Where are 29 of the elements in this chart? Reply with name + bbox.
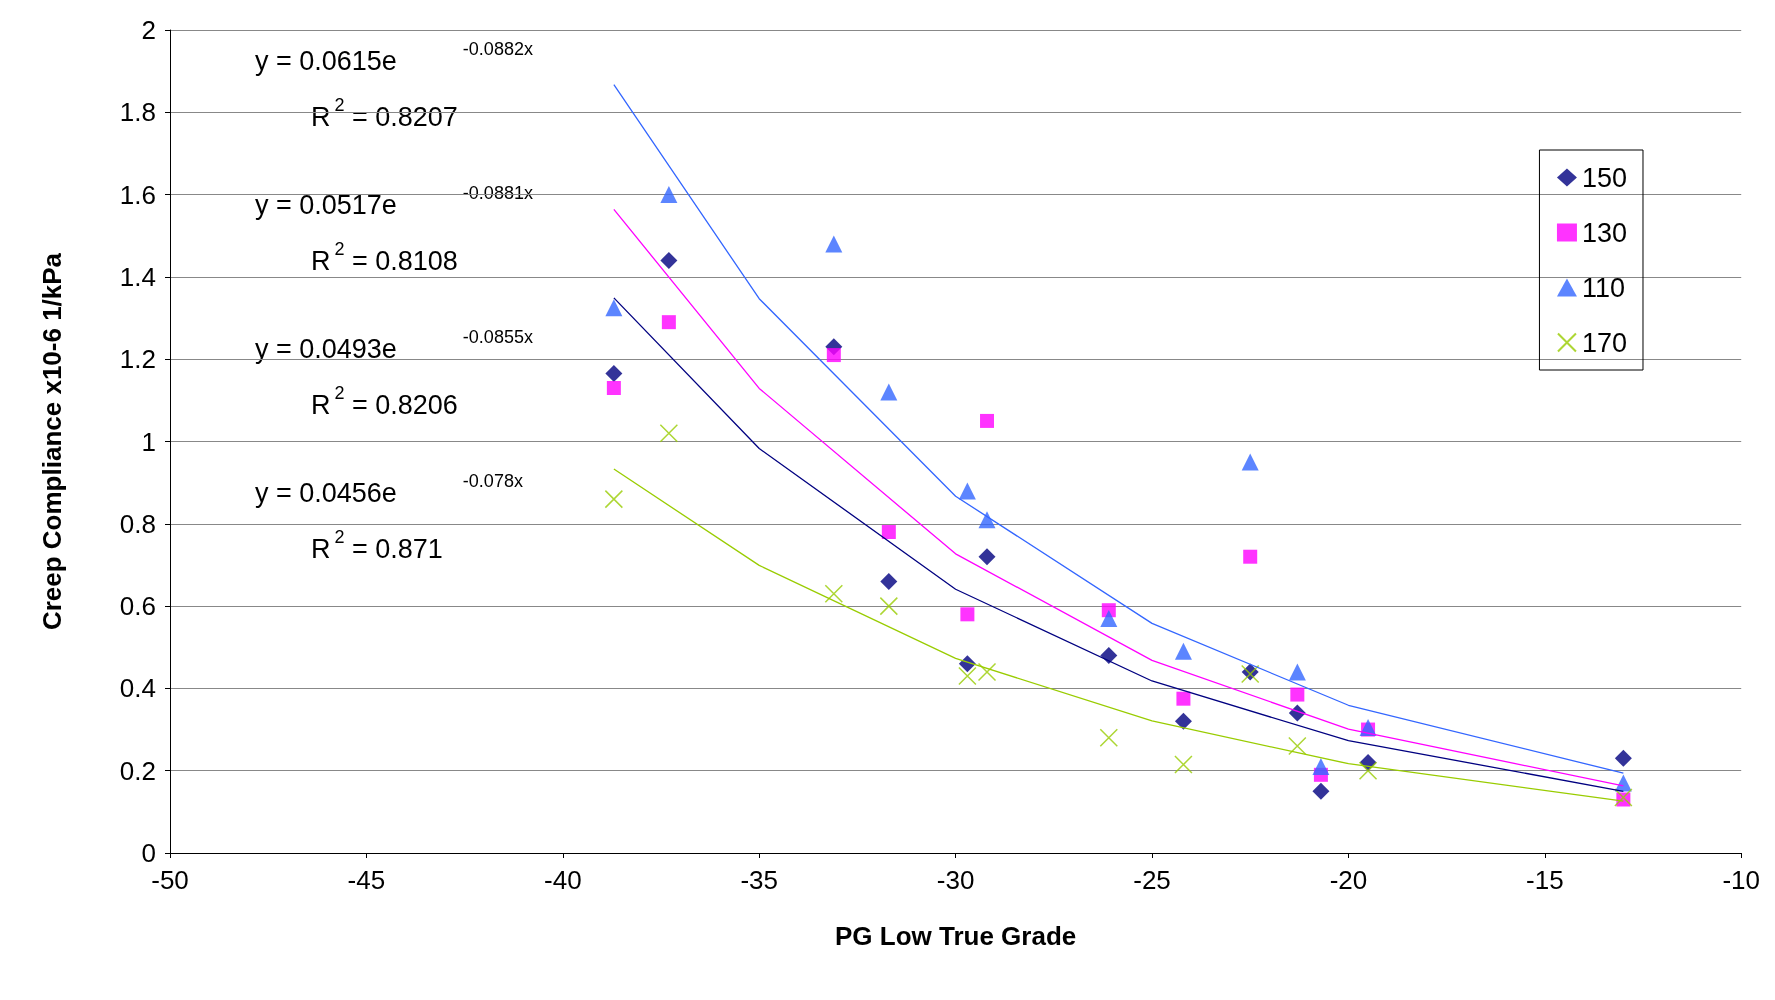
x-tick-label: -25 [1133,865,1171,895]
y-tick-label: 1.4 [119,261,156,292]
x-axis-title: PG Low True Grade [834,921,1077,951]
x-tick-label: -30 [936,865,975,895]
y-tick-label: 1.6 [119,179,156,210]
y-tick-label: 2 [141,15,156,45]
y-tick-label: 0.2 [119,755,156,786]
y-tick-label: 0.6 [119,591,156,622]
y-tick-label: 0.8 [119,508,156,539]
text: y = 0.0615e-0.0882x [255,39,533,76]
y-tick-label: 1 [141,426,156,457]
x-tick-label: -20 [1329,865,1368,895]
legend-label: 110 [1581,272,1625,303]
x-tick-label: -10 [1722,865,1760,895]
x-tick-label: -45 [347,865,386,895]
legend-label: 170 [1581,327,1628,358]
y-tick-label: 1.2 [119,344,156,375]
x-tick-label: -50 [151,865,189,895]
x-tick-label: -40 [544,865,582,895]
y-tick-label: 1.8 [119,97,156,128]
y-axis-title: Creep Compliance x10-6 1/kPa [37,252,67,631]
text: y = 0.0456e-0.078x [255,471,523,508]
y-tick-label: 0 [141,838,156,868]
legend-label: 130 [1581,217,1628,248]
x-tick-label: -35 [740,865,778,895]
legend-label: 150 [1581,162,1628,193]
y-tick-label: 0.4 [119,673,156,704]
x-tick-label: -15 [1526,865,1564,895]
text: y = 0.0493e-0.0855x [255,327,533,364]
